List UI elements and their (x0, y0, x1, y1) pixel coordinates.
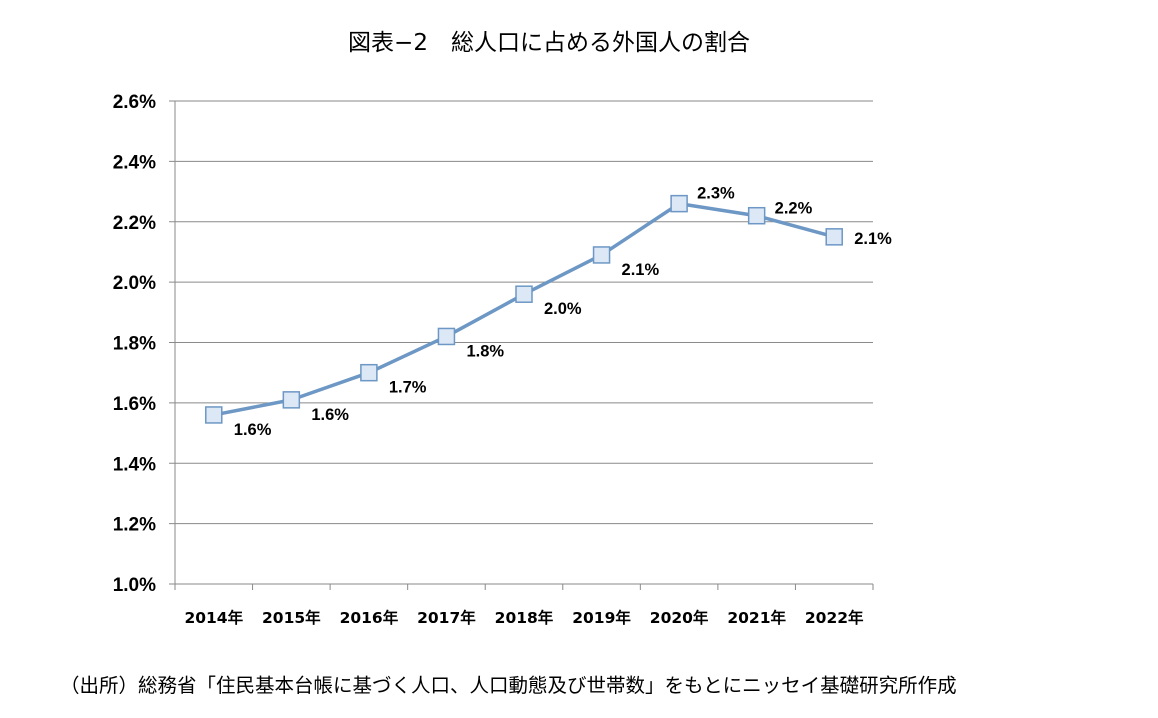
y-tick-label: 2.0% (113, 273, 156, 294)
x-tick-label: 2016年 (340, 608, 399, 627)
data-point-marker (282, 391, 301, 409)
data-point-marker (592, 246, 611, 264)
y-tick-label: 1.0% (113, 575, 156, 596)
data-label: 2.3% (697, 185, 735, 203)
y-tick-label: 1.2% (113, 515, 156, 536)
data-label: 1.6% (311, 406, 349, 424)
y-tick-label: 2.2% (113, 213, 156, 234)
data-point-marker (205, 406, 223, 424)
y-tick-label: 1.6% (113, 394, 156, 415)
data-label: 2.1% (622, 261, 660, 279)
data-label: 1.6% (234, 421, 272, 439)
data-label: 2.2% (775, 200, 813, 218)
x-tick-label: 2021年 (727, 608, 786, 627)
y-tick-label: 1.4% (113, 454, 156, 475)
gridlines (175, 100, 873, 525)
x-tick-label: 2018年 (495, 608, 554, 627)
data-label: 2.1% (854, 230, 892, 248)
x-tick-label: 2015年 (262, 608, 321, 627)
data-labels: 1.6% 1.6% 1.7% 1.8% 2.0% 2.1% 2.3% 2.2% 2.1% (234, 185, 892, 439)
data-point-marker (825, 228, 843, 246)
source-note: （出所）総務省「住民基本台帳に基づく人口、人口動態及び世帯数」をもとにニッセイ基… (60, 674, 957, 697)
y-tick-label: 2.6% (113, 92, 156, 113)
chart-title: 図表−2 総人口に占める外国人の割合 (348, 30, 750, 56)
x-tick-label: 2022年 (805, 608, 864, 627)
x-tick-label: 2017年 (417, 608, 476, 627)
x-tick-label: 2014年 (184, 608, 243, 627)
data-label: 2.0% (544, 300, 582, 318)
data-label: 1.8% (466, 342, 504, 360)
series (205, 194, 843, 424)
series-line (213, 201, 835, 417)
y-tick-label: 1.8% (113, 334, 156, 355)
x-axis-tick-labels: 2014年 2015年 2016年 2017年 2018年 2019年 2020年 2021年… (184, 608, 864, 627)
data-point-marker (515, 285, 533, 303)
data-point-marker (360, 363, 378, 382)
data-label: 1.7% (389, 379, 427, 397)
data-point-marker (437, 327, 456, 346)
y-axis-tick-labels: 1.0% 1.2% 1.4% 1.6% 1.8% 2.0% 2.2% 2.4% 2.6% (113, 92, 156, 596)
x-tick-label: 2019年 (572, 608, 631, 627)
data-point-marker (670, 194, 688, 213)
x-tick-label: 2020年 (650, 608, 709, 627)
data-point-marker (747, 206, 766, 225)
axes (169, 100, 874, 590)
y-tick-label: 2.4% (113, 152, 156, 173)
